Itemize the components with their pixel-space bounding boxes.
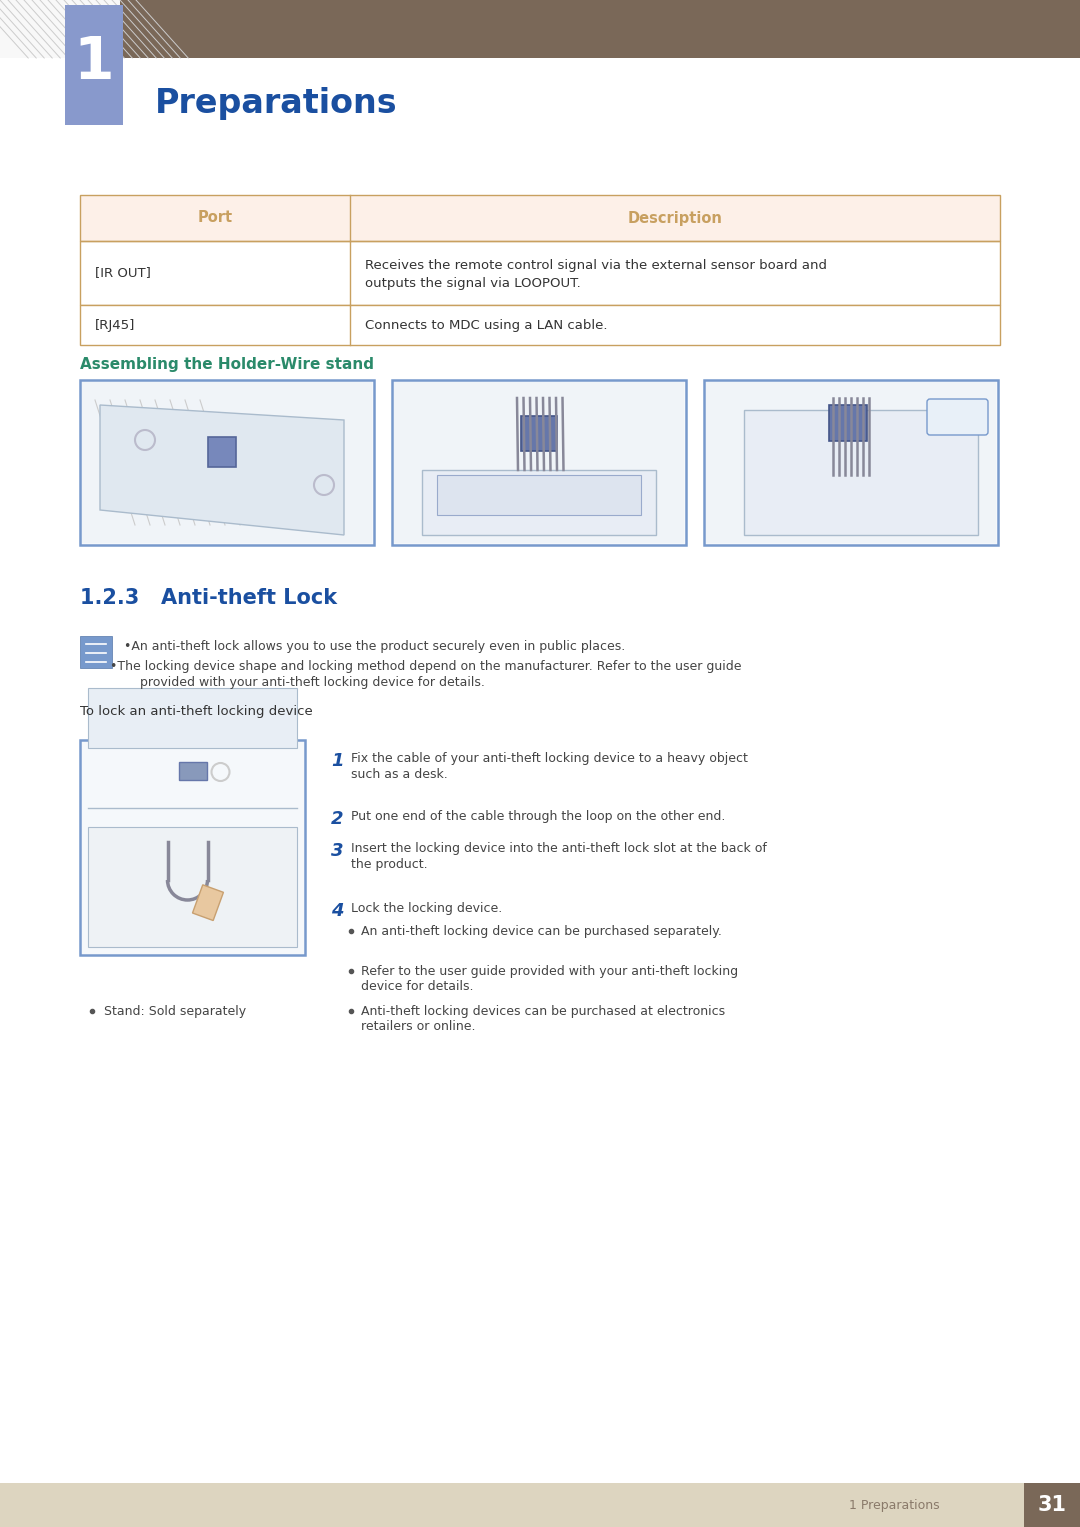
Bar bbox=[87, 689, 297, 748]
Polygon shape bbox=[744, 411, 978, 534]
Bar bbox=[394, 382, 684, 544]
Text: •An anti-theft lock allows you to use the product securely even in public places: •An anti-theft lock allows you to use th… bbox=[124, 640, 625, 654]
Text: Lock the locking device.: Lock the locking device. bbox=[351, 902, 502, 915]
Bar bbox=[829, 405, 867, 441]
Text: An anti-theft locking device can be purchased separately.: An anti-theft locking device can be purc… bbox=[361, 925, 721, 938]
Text: Refer to the user guide provided with your anti-theft locking: Refer to the user guide provided with yo… bbox=[361, 965, 738, 977]
Text: 1.2.3   Anti-theft Lock: 1.2.3 Anti-theft Lock bbox=[80, 588, 337, 608]
Text: device for details.: device for details. bbox=[361, 980, 473, 993]
Text: Connects to MDC using a LAN cable.: Connects to MDC using a LAN cable. bbox=[365, 319, 607, 331]
Text: such as a desk.: such as a desk. bbox=[351, 768, 448, 780]
Text: outputs the signal via LOOPOUT.: outputs the signal via LOOPOUT. bbox=[365, 276, 581, 290]
Bar bbox=[178, 762, 206, 780]
Bar bbox=[704, 380, 998, 545]
Bar bbox=[87, 828, 297, 947]
Text: Port: Port bbox=[198, 211, 232, 226]
Text: Fix the cable of your anti-theft locking device to a heavy object: Fix the cable of your anti-theft locking… bbox=[351, 751, 747, 765]
Text: 4: 4 bbox=[330, 902, 343, 919]
Text: 31: 31 bbox=[1038, 1495, 1067, 1515]
Bar bbox=[192, 884, 224, 921]
Text: [IR OUT]: [IR OUT] bbox=[95, 267, 151, 279]
Text: Receives the remote control signal via the external sensor board and: Receives the remote control signal via t… bbox=[365, 260, 827, 272]
Bar bbox=[80, 195, 1000, 241]
Text: Assembling the Holder-Wire stand: Assembling the Holder-Wire stand bbox=[80, 357, 374, 373]
Text: 2: 2 bbox=[330, 809, 343, 828]
Text: 1: 1 bbox=[330, 751, 343, 770]
Text: [RJ45]: [RJ45] bbox=[95, 319, 135, 331]
Bar bbox=[80, 380, 374, 545]
Text: Anti-theft locking devices can be purchased at electronics: Anti-theft locking devices can be purcha… bbox=[361, 1005, 725, 1019]
Bar bbox=[208, 437, 237, 467]
Text: 1: 1 bbox=[73, 34, 114, 92]
Bar bbox=[80, 741, 305, 954]
Text: Insert the locking device into the anti-theft lock slot at the back of: Insert the locking device into the anti-… bbox=[351, 841, 767, 855]
Text: To lock an anti-theft locking device: To lock an anti-theft locking device bbox=[80, 705, 313, 718]
Text: the product.: the product. bbox=[351, 858, 428, 870]
Bar bbox=[0, 0, 120, 58]
Polygon shape bbox=[100, 405, 345, 534]
Bar bbox=[521, 415, 557, 450]
Text: provided with your anti-theft locking device for details.: provided with your anti-theft locking de… bbox=[129, 676, 485, 689]
Bar bbox=[0, 0, 1080, 58]
Bar bbox=[706, 382, 996, 544]
Bar bbox=[80, 637, 112, 667]
Bar bbox=[65, 5, 123, 125]
FancyBboxPatch shape bbox=[927, 399, 988, 435]
Text: 1 Preparations: 1 Preparations bbox=[849, 1498, 940, 1512]
Text: Preparations: Preparations bbox=[156, 87, 397, 119]
Bar bbox=[1024, 1483, 1080, 1527]
Bar bbox=[0, 1483, 1080, 1527]
Polygon shape bbox=[437, 475, 642, 515]
Bar bbox=[80, 195, 1000, 241]
Polygon shape bbox=[422, 470, 656, 534]
Text: Put one end of the cable through the loop on the other end.: Put one end of the cable through the loo… bbox=[351, 809, 726, 823]
Bar bbox=[392, 380, 686, 545]
Text: 3: 3 bbox=[330, 841, 343, 860]
Bar bbox=[82, 382, 372, 544]
Bar bbox=[80, 305, 1000, 345]
Text: Description: Description bbox=[627, 211, 723, 226]
Text: Stand: Sold separately: Stand: Sold separately bbox=[104, 1005, 246, 1019]
Text: retailers or online.: retailers or online. bbox=[361, 1020, 475, 1032]
Text: •The locking device shape and locking method depend on the manufacturer. Refer t: •The locking device shape and locking me… bbox=[110, 660, 742, 673]
Bar bbox=[80, 241, 1000, 305]
